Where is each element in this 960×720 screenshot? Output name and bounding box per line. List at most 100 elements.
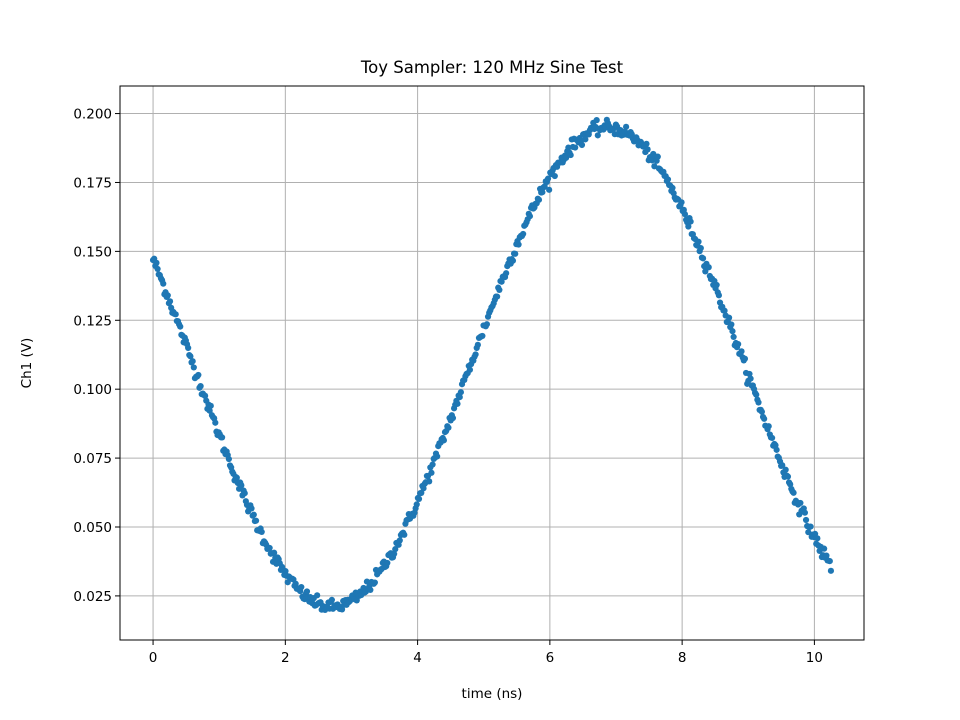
data-point bbox=[747, 375, 754, 382]
data-point bbox=[396, 537, 403, 544]
data-point bbox=[761, 415, 768, 422]
data-point bbox=[565, 144, 572, 151]
data-point bbox=[367, 586, 374, 594]
data-point bbox=[189, 358, 196, 365]
x-tick-label: 6 bbox=[546, 650, 555, 666]
data-point bbox=[391, 550, 398, 558]
data-point bbox=[207, 402, 214, 409]
data-point bbox=[687, 218, 694, 225]
data-point bbox=[678, 199, 685, 206]
x-tick-label: 2 bbox=[281, 650, 290, 666]
data-point bbox=[314, 592, 321, 599]
data-point bbox=[814, 535, 821, 542]
data-point bbox=[445, 424, 452, 431]
y-axis-label: Ch1 (V) bbox=[19, 338, 35, 389]
y-tick-label: 0.075 bbox=[73, 451, 112, 467]
data-point bbox=[544, 175, 552, 182]
x-tick-label: 4 bbox=[413, 650, 422, 666]
y-tick-label: 0.175 bbox=[73, 175, 112, 191]
data-point bbox=[520, 230, 527, 238]
data-point bbox=[725, 314, 733, 321]
data-point bbox=[758, 408, 766, 415]
data-point bbox=[779, 462, 786, 469]
data-point bbox=[512, 250, 519, 257]
data-point bbox=[535, 196, 543, 203]
data-point bbox=[166, 298, 174, 305]
data-point bbox=[496, 286, 503, 294]
y-tick-label: 0.200 bbox=[73, 107, 112, 123]
data-point bbox=[826, 557, 833, 565]
data-point bbox=[623, 123, 630, 130]
data-point bbox=[195, 371, 202, 379]
data-point bbox=[371, 579, 378, 586]
data-point bbox=[593, 117, 600, 124]
x-axis-ticks: 0 2 4 6 8 10 bbox=[149, 640, 823, 666]
data-point bbox=[741, 355, 749, 362]
data-point bbox=[238, 482, 245, 489]
data-point bbox=[782, 466, 789, 473]
data-point bbox=[328, 596, 335, 604]
x-tick-label: 10 bbox=[806, 650, 823, 666]
data-point bbox=[479, 332, 486, 340]
data-point bbox=[449, 414, 457, 422]
data-point bbox=[664, 176, 672, 183]
data-point bbox=[765, 423, 772, 430]
data-point bbox=[681, 211, 689, 218]
data-point bbox=[728, 321, 735, 328]
data-point bbox=[713, 281, 720, 289]
data-point bbox=[457, 389, 464, 396]
data-point bbox=[705, 264, 712, 271]
data-point bbox=[218, 434, 226, 441]
data-point bbox=[298, 583, 305, 591]
y-tick-label: 0.050 bbox=[73, 520, 112, 536]
data-point bbox=[738, 348, 745, 355]
data-point bbox=[164, 292, 171, 299]
data-point bbox=[802, 516, 810, 524]
data-point bbox=[271, 549, 278, 556]
data-point bbox=[721, 307, 728, 314]
data-point bbox=[428, 469, 435, 476]
data-point bbox=[669, 184, 676, 191]
data-point bbox=[546, 186, 553, 193]
data-point bbox=[699, 255, 707, 262]
data-point bbox=[363, 578, 371, 585]
data-point bbox=[185, 344, 192, 352]
data-point bbox=[472, 351, 479, 358]
data-point bbox=[805, 529, 812, 536]
data-point bbox=[503, 270, 510, 277]
data-point bbox=[212, 419, 219, 426]
data-point bbox=[252, 517, 260, 524]
data-point bbox=[572, 144, 579, 151]
y-tick-label: 0.150 bbox=[73, 244, 112, 260]
data-point bbox=[250, 511, 257, 518]
data-point bbox=[654, 153, 661, 160]
data-point bbox=[172, 311, 179, 318]
data-point bbox=[730, 333, 737, 340]
data-point bbox=[773, 446, 780, 453]
data-point bbox=[643, 140, 650, 147]
data-point bbox=[644, 146, 651, 153]
y-axis-ticks: 0.025 0.050 0.075 0.100 0.125 0.150 0.175 0.200 bbox=[73, 107, 120, 605]
data-point bbox=[827, 567, 835, 574]
data-point bbox=[241, 490, 248, 497]
data-point bbox=[483, 321, 491, 328]
data-point bbox=[493, 293, 501, 300]
data-point bbox=[821, 545, 828, 552]
data-point bbox=[578, 141, 586, 149]
data-point bbox=[160, 280, 167, 287]
x-axis-label: time (ns) bbox=[462, 686, 523, 702]
data-point bbox=[153, 259, 160, 266]
x-tick-label: 0 bbox=[149, 650, 158, 666]
data-point bbox=[498, 278, 505, 285]
data-point bbox=[258, 528, 265, 536]
data-point bbox=[266, 544, 273, 552]
data-point bbox=[768, 434, 776, 442]
data-point bbox=[413, 501, 420, 508]
data-point bbox=[202, 392, 209, 399]
data-point bbox=[440, 437, 448, 444]
data-point bbox=[197, 382, 204, 390]
data-point bbox=[509, 257, 517, 264]
data-point bbox=[515, 241, 522, 248]
y-tick-label: 0.025 bbox=[73, 589, 112, 605]
data-point bbox=[434, 453, 441, 460]
